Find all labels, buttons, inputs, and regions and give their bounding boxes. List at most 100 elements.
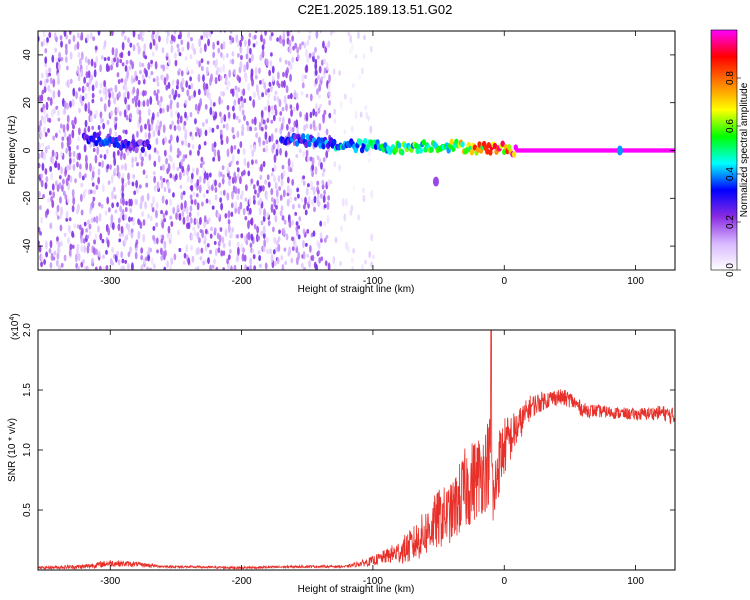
spectrogram-trace-cell xyxy=(145,139,150,146)
spectrogram-cell xyxy=(187,31,191,39)
spectrogram-cell xyxy=(156,150,159,155)
spectrogram-cell xyxy=(272,249,276,255)
spectrogram-cell xyxy=(269,248,272,255)
spectrogram-cell xyxy=(233,68,237,75)
spectrogram-cell xyxy=(152,225,156,231)
spectrogram-cell xyxy=(368,157,371,164)
spectrogram-cell xyxy=(61,136,65,141)
spectrogram-cell xyxy=(232,112,236,120)
spectrogram-cell xyxy=(170,44,174,54)
spectrogram-cell xyxy=(262,140,266,146)
spectrogram-cell xyxy=(277,83,281,89)
spectrogram-cell xyxy=(174,173,178,181)
spectrogram-cell xyxy=(188,211,192,218)
spectrogram-cell xyxy=(200,156,204,163)
spectrogram-cell xyxy=(259,263,262,268)
spectrogram-cell xyxy=(100,55,104,60)
spectrogram-cell xyxy=(231,190,234,200)
spectrogram-cell xyxy=(230,231,234,238)
spectrogram-cell xyxy=(152,235,156,242)
spectrogram-cell xyxy=(367,115,370,122)
spectrogram-cell xyxy=(318,123,322,131)
spectrogram-cell xyxy=(332,31,336,34)
spectrogram-cell xyxy=(229,58,233,65)
spectrogram-cell xyxy=(71,188,75,198)
spectrogram-cell xyxy=(93,69,97,78)
spectrogram-cell xyxy=(156,31,160,35)
spectrogram-cell xyxy=(93,247,96,256)
spectrogram-cell xyxy=(270,172,274,177)
spectrogram-cell xyxy=(152,130,156,137)
spectrogram-cell xyxy=(163,77,167,86)
spectrogram-cell xyxy=(66,114,70,124)
spectrogram-cell xyxy=(127,180,131,186)
spectrogram-cell xyxy=(208,199,212,205)
spectrogram-cell xyxy=(66,79,70,88)
spectrogram-cell xyxy=(297,251,301,261)
spectrogram-cell xyxy=(184,100,188,105)
spectrogram-cell xyxy=(38,191,41,198)
spectrogram-cell xyxy=(198,184,202,194)
spectrogram-cell xyxy=(55,105,59,110)
spectrogram-cell xyxy=(50,24,53,30)
spectrogram-cell xyxy=(136,42,140,47)
spectrogram-cell xyxy=(351,83,355,89)
spectrogram-cell xyxy=(116,72,120,78)
spectrogram-cell xyxy=(136,107,140,115)
spectrogram-cell xyxy=(182,23,185,29)
spectrogram-cell xyxy=(236,253,240,262)
spectrogram-y-label: Frequency (Hz) xyxy=(7,116,18,185)
spectrogram-cell xyxy=(45,251,48,258)
spectrogram-cell xyxy=(289,104,293,110)
spectrogram-cell xyxy=(125,85,128,94)
spectrogram-cell xyxy=(237,187,240,195)
spectrogram-cell xyxy=(274,90,278,95)
spectrogram-cell xyxy=(317,132,320,137)
spectrogram-cell xyxy=(110,174,114,184)
spectrogram-cell xyxy=(92,196,96,202)
spectrogram-cell xyxy=(203,221,207,229)
spectrogram-cell xyxy=(57,117,61,122)
spectrogram-cell xyxy=(97,125,101,131)
spectrogram-cell xyxy=(202,260,206,266)
spectrogram-cell xyxy=(91,92,95,99)
spectrogram-cell xyxy=(190,94,194,99)
spectrogram-cell xyxy=(69,243,73,251)
spectrogram-blob xyxy=(616,145,623,156)
spectrogram-cell xyxy=(370,233,374,242)
spectrogram-cell xyxy=(203,141,207,146)
spectrogram-cell xyxy=(275,139,279,145)
spectrogram-cell xyxy=(49,97,53,106)
spectrogram-cell xyxy=(169,134,173,142)
spectrogram-cell xyxy=(241,100,245,109)
spectrogram-cell xyxy=(169,198,172,206)
spectrogram-cell xyxy=(150,123,154,131)
spectrogram-cell xyxy=(336,151,340,157)
spectrogram-cell xyxy=(370,261,374,268)
spectrogram-cell xyxy=(347,31,351,37)
spectrogram-cell xyxy=(165,52,169,57)
spectrogram-cell xyxy=(53,250,57,256)
spectrogram-cell xyxy=(345,241,348,251)
spectrogram-cell xyxy=(280,80,284,88)
spectrogram-cell xyxy=(85,161,89,171)
spectrogram-cell xyxy=(311,170,315,178)
spectrogram-cell xyxy=(77,203,80,212)
spectrogram-trace-cell xyxy=(307,140,312,148)
spectrogram-cell xyxy=(308,245,312,253)
spectrogram-cell xyxy=(352,185,356,191)
spectrogram-cell xyxy=(146,192,150,201)
spectrogram-cell xyxy=(371,254,375,260)
spectrogram-cell xyxy=(63,100,67,109)
spectrogram-cell xyxy=(304,242,308,247)
spectrogram-cell xyxy=(280,179,284,187)
spectrogram-cell xyxy=(91,200,95,209)
spectrogram-cell xyxy=(91,182,95,187)
spectrogram-cell xyxy=(156,249,159,254)
spectrogram-cell xyxy=(115,47,118,56)
spectrogram-cell xyxy=(84,154,88,164)
spectrogram-cell xyxy=(257,235,261,241)
spectrogram-cell xyxy=(297,31,301,34)
spectrogram-cell xyxy=(137,27,140,31)
